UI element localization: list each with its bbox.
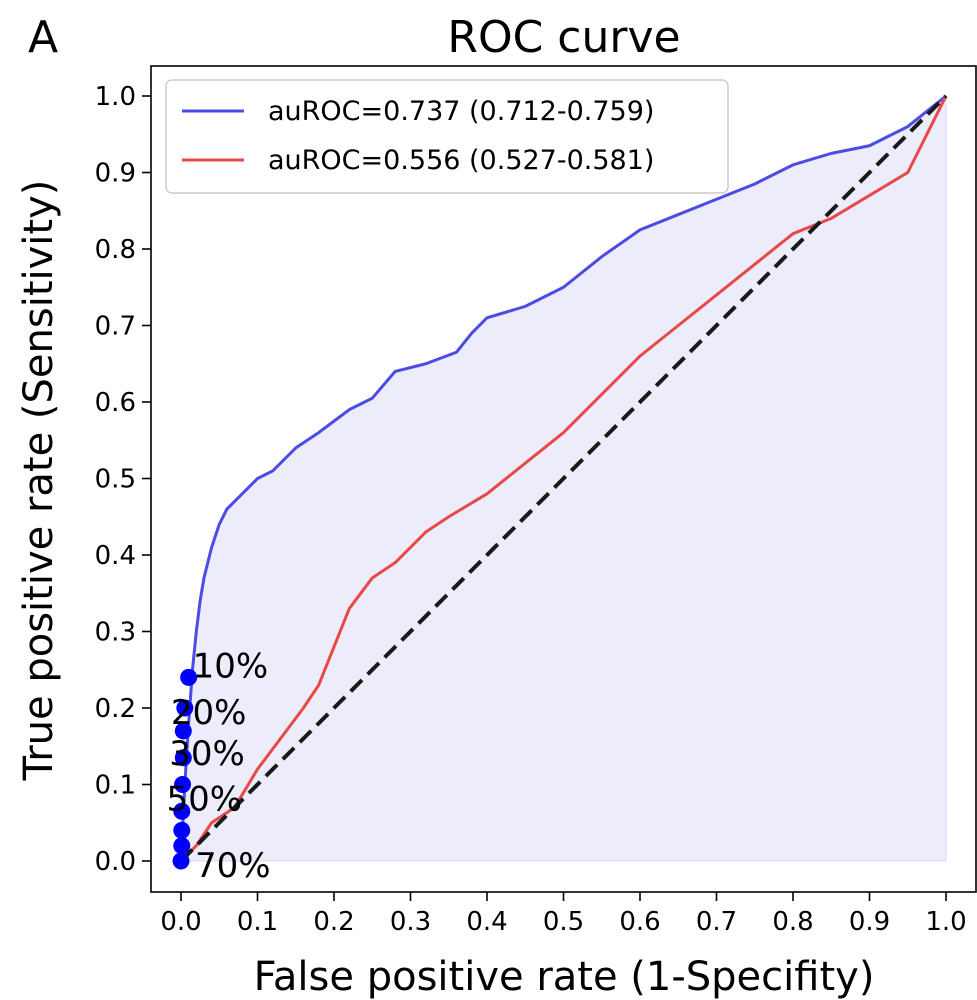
y-tick-label: 0.8	[95, 235, 136, 265]
x-tick-label: 0.2	[313, 907, 354, 937]
x-tick-label: 0.6	[619, 907, 660, 937]
x-tick-label: 0.7	[696, 907, 737, 937]
x-tick-label: 0.1	[237, 907, 278, 937]
threshold-point	[174, 776, 192, 793]
threshold-label: 30%	[169, 734, 245, 774]
threshold-point	[180, 668, 198, 686]
threshold-label: 50%	[167, 780, 243, 820]
threshold-label: 20%	[171, 693, 247, 733]
threshold-label: 70%	[195, 846, 271, 886]
x-axis: 0.0 0.1 0.2 0.3 0.4 0.5 0.6 0.7 0.8 0.9 1.0	[160, 892, 967, 937]
threshold-point	[176, 699, 194, 717]
chart-title: ROC curve	[447, 12, 680, 63]
x-tick-label: 0.5	[543, 907, 584, 937]
y-tick-label: 0.5	[95, 465, 136, 495]
threshold-point	[173, 837, 191, 855]
threshold-point	[173, 802, 191, 820]
x-tick-label: 0.0	[160, 907, 201, 937]
y-tick-label: 0.1	[95, 771, 136, 801]
roc-line-red	[179, 95, 948, 863]
y-tick-label: 0.3	[95, 618, 136, 648]
panel-letter: A	[28, 12, 58, 63]
legend-label-red: auROC=0.556 (0.527-0.581)	[268, 145, 654, 176]
y-tick-label: 0.7	[95, 312, 136, 342]
y-tick-label: 0.0	[95, 847, 136, 877]
y-tick-label: 1.0	[95, 82, 136, 112]
chance-diagonal-line	[179, 94, 948, 863]
y-tick-label: 0.4	[95, 541, 136, 571]
x-axis-title: False positive rate (1-Specifity)	[254, 954, 875, 1000]
y-axis-title: True positive rate (Sensitivity)	[16, 180, 62, 782]
x-tick-label: 0.8	[772, 907, 813, 937]
x-tick-label: 0.4	[466, 907, 507, 937]
y-axis: 0.0 0.1 0.2 0.3 0.4 0.5 0.6 0.7 0.8 0.9 1.0	[95, 82, 151, 877]
threshold-point	[173, 821, 191, 839]
plot-area: 10% 20%30% 50% 70%	[167, 94, 948, 886]
x-tick-label: 0.3	[390, 907, 431, 937]
legend: auROC=0.737 (0.712-0.759) auROC=0.556 (0…	[165, 79, 729, 194]
threshold-point	[172, 852, 190, 870]
y-tick-label: 0.9	[95, 159, 136, 189]
legend-box	[165, 79, 729, 194]
x-tick-label: 1.0	[925, 907, 966, 937]
threshold-point	[174, 749, 192, 767]
threshold-point	[174, 722, 192, 740]
y-tick-label: 0.6	[95, 388, 136, 418]
x-tick-label: 0.9	[849, 907, 890, 937]
y-tick-label: 0.2	[95, 694, 136, 724]
legend-label-blue: auROC=0.737 (0.712-0.759)	[268, 96, 654, 127]
threshold-label: 10%	[193, 646, 269, 686]
roc-line-blue	[179, 94, 947, 862]
